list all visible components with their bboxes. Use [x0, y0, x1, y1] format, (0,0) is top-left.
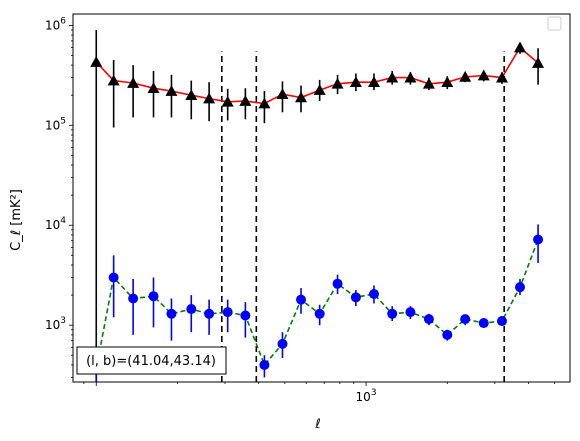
data-point: [441, 76, 454, 88]
data-point: [459, 70, 472, 82]
data-point: [496, 316, 507, 327]
data-point: [147, 82, 160, 94]
data-point: [203, 92, 216, 104]
legend: [547, 16, 562, 31]
data-point: [533, 234, 544, 245]
data-point: [258, 97, 271, 109]
data-point: [222, 307, 233, 318]
data-point: [185, 89, 198, 101]
data-point: [296, 294, 307, 305]
x-tick-label: 103: [356, 388, 377, 404]
data-point: [495, 71, 508, 83]
legend-box: [547, 16, 562, 31]
data-point: [90, 56, 103, 67]
data-point: [313, 84, 326, 95]
data-point: [332, 278, 343, 289]
data-point: [107, 74, 120, 86]
data-point: [295, 91, 308, 103]
data-point: [477, 69, 490, 81]
data-point: [423, 314, 434, 325]
data-point: [442, 329, 453, 340]
data-point: [314, 308, 325, 319]
axes-frame: [72, 13, 571, 383]
data-point: [367, 76, 380, 88]
data-series-1: [90, 29, 545, 382]
data-point: [368, 289, 379, 300]
position-annotation: (l, b)=(41.04,43.14): [76, 346, 227, 375]
data-point: [422, 77, 435, 89]
data-point: [386, 71, 399, 83]
data-point: [127, 77, 140, 88]
data-point: [404, 71, 417, 83]
data-point: [259, 359, 270, 370]
annotation-text: (l, b)=(41.04,43.14): [86, 354, 216, 369]
data-point: [514, 282, 525, 293]
data-series-2: [91, 224, 544, 382]
data-point: [460, 314, 471, 325]
data-point: [276, 88, 289, 99]
data-point: [350, 292, 361, 303]
y-tick-label: 105: [45, 116, 66, 132]
y-tick-label: 104: [45, 216, 66, 232]
data-point: [405, 307, 416, 318]
data-point: [331, 77, 344, 89]
data-point: [532, 57, 545, 68]
data-point: [240, 310, 251, 321]
data-point: [166, 308, 177, 319]
y-tick-label: 103: [45, 316, 66, 332]
data-point: [204, 308, 215, 319]
data-point: [387, 308, 398, 319]
data-point: [108, 272, 119, 283]
data-point: [349, 76, 362, 88]
data-point: [165, 85, 178, 96]
data-point: [186, 304, 197, 315]
data-point: [148, 291, 159, 302]
data-point: [513, 41, 526, 53]
plot-area: [90, 29, 545, 382]
axes: 103 104 105 106 103: [45, 13, 571, 404]
annotation-box: [76, 346, 227, 375]
data-point: [221, 95, 234, 107]
data-point: [277, 338, 288, 349]
y-tick-label: 106: [45, 16, 66, 32]
data-point: [478, 318, 489, 329]
y-axis-label: C_ℓ [mK²]: [9, 189, 24, 251]
data-point: [128, 293, 139, 304]
data-point: [239, 95, 252, 106]
x-axis-label: ℓ: [314, 417, 320, 432]
